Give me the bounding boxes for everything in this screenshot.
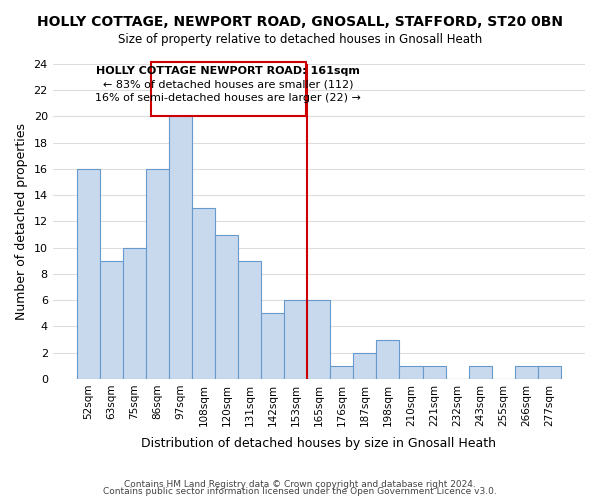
Bar bbox=[100, 261, 123, 379]
Bar bbox=[331, 366, 353, 379]
Bar bbox=[215, 234, 238, 379]
Bar bbox=[261, 314, 284, 379]
Text: ← 83% of detached houses are smaller (112): ← 83% of detached houses are smaller (11… bbox=[103, 80, 353, 90]
Bar bbox=[192, 208, 215, 379]
Text: Contains HM Land Registry data © Crown copyright and database right 2024.: Contains HM Land Registry data © Crown c… bbox=[124, 480, 476, 489]
Bar bbox=[376, 340, 400, 379]
Bar bbox=[469, 366, 491, 379]
Text: HOLLY COTTAGE, NEWPORT ROAD, GNOSALL, STAFFORD, ST20 0BN: HOLLY COTTAGE, NEWPORT ROAD, GNOSALL, ST… bbox=[37, 15, 563, 29]
Bar bbox=[422, 366, 446, 379]
Text: Contains public sector information licensed under the Open Government Licence v3: Contains public sector information licen… bbox=[103, 488, 497, 496]
X-axis label: Distribution of detached houses by size in Gnosall Heath: Distribution of detached houses by size … bbox=[142, 437, 496, 450]
Bar bbox=[307, 300, 331, 379]
Bar bbox=[400, 366, 422, 379]
Bar bbox=[353, 352, 376, 379]
Y-axis label: Number of detached properties: Number of detached properties bbox=[15, 123, 28, 320]
Bar bbox=[77, 169, 100, 379]
Text: 16% of semi-detached houses are larger (22) →: 16% of semi-detached houses are larger (… bbox=[95, 93, 361, 103]
Text: Size of property relative to detached houses in Gnosall Heath: Size of property relative to detached ho… bbox=[118, 32, 482, 46]
Bar bbox=[238, 261, 261, 379]
Bar bbox=[284, 300, 307, 379]
FancyBboxPatch shape bbox=[151, 62, 306, 116]
Text: HOLLY COTTAGE NEWPORT ROAD: 161sqm: HOLLY COTTAGE NEWPORT ROAD: 161sqm bbox=[97, 66, 361, 76]
Bar bbox=[123, 248, 146, 379]
Bar bbox=[146, 169, 169, 379]
Bar bbox=[169, 116, 192, 379]
Bar bbox=[538, 366, 561, 379]
Bar bbox=[515, 366, 538, 379]
